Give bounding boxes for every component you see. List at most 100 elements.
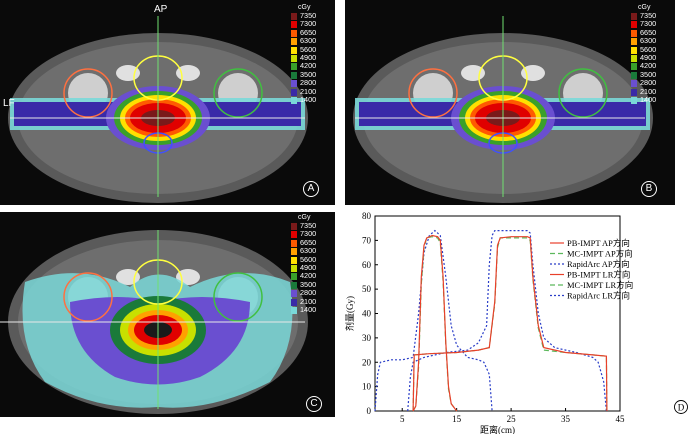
y-tick-label: 20: [362, 357, 372, 367]
dose-map-panel-b: cGy 7350 7300 6650 6300 5600 4900 4200 3500 2800…: [345, 0, 675, 205]
colorbar-value: 4200: [640, 61, 657, 71]
colorbar-value: 1400: [300, 94, 317, 104]
colorbar-entry: 2800: [291, 288, 316, 298]
colorbar-swatch: [291, 63, 297, 71]
colorbar-entry: 1400: [291, 94, 317, 104]
colorbar-swatch: [631, 38, 637, 46]
legend-label: MC-IMPT AP方向: [567, 249, 633, 259]
colorbar-unit: cGy: [298, 214, 311, 221]
colorbar-swatch: [291, 13, 297, 20]
colorbar-value: 7350: [640, 11, 657, 20]
colorbar-value: 5600: [300, 254, 317, 264]
colorbar-value: 2100: [640, 86, 657, 96]
colorbar-swatch: [291, 273, 297, 281]
colorbar-entry: 3500: [631, 69, 657, 79]
colorbar-swatch: [291, 54, 297, 62]
legend-label: PB-IMPT AP方向: [567, 238, 630, 248]
colorbar-swatch: [291, 38, 297, 46]
lf-axis-label: LF: [3, 98, 15, 109]
colorbar-legend: 7350 7300 6650 6300 5600 4900 4200 3500 2800 2100…: [631, 11, 657, 104]
colorbar-value: 4200: [300, 271, 317, 281]
colorbar-entry: 5600: [291, 254, 317, 264]
colorbar-value: 6300: [300, 246, 317, 256]
colorbar-swatch: [291, 88, 297, 96]
colorbar-swatch: [291, 239, 297, 247]
colorbar-entry: 4200: [631, 61, 657, 71]
colorbar-swatch: [291, 256, 297, 264]
colorbar-swatch: [291, 231, 297, 239]
colorbar-swatch: [631, 13, 637, 20]
series-line-3: [412, 236, 608, 412]
colorbar-entry: 2100: [291, 296, 317, 306]
series-line-0: [412, 234, 458, 412]
colorbar-value: 1400: [300, 304, 317, 314]
colorbar-value: 7350: [300, 221, 317, 230]
x-tick-label: 5: [400, 414, 405, 424]
colorbar-entry: 3500: [291, 279, 317, 289]
panel-letter-d-circle: [674, 400, 688, 414]
colorbar-value: 7350: [300, 11, 317, 20]
colorbar-value: 4900: [300, 262, 317, 272]
colorbar-value: 4900: [640, 52, 657, 62]
colorbar-entry: 4900: [291, 262, 317, 272]
colorbar-value: 6650: [640, 27, 657, 37]
colorbar-swatch: [291, 306, 297, 314]
colorbar-value: 3500: [300, 279, 317, 289]
legend-label: RapidArc LR方向: [567, 291, 630, 301]
colorbar-entry: 2100: [291, 86, 317, 96]
colorbar-value: 4900: [300, 52, 317, 62]
dose-map-panel-a: AP LF cGy 7350 7300 6650 6300 5600 4900 4200 35…: [0, 0, 335, 205]
colorbar-entry: 4200: [291, 61, 317, 71]
colorbar-value: 2100: [300, 86, 317, 96]
colorbar-entry: 7300: [291, 20, 316, 29]
colorbar-unit: cGy: [298, 4, 311, 11]
colorbar-value: 3500: [640, 69, 657, 79]
panel-letter-d: D: [678, 403, 685, 413]
colorbar-entry: 1400: [631, 94, 657, 104]
colorbar-entry: 6300: [291, 36, 316, 46]
ct-dose-image-a: [0, 0, 335, 205]
colorbar-legend: 7350 7300 6650 6300 5600 4900 4200 3500 2800 2100…: [291, 11, 317, 104]
dose-map-panel-c: cGy 7350 7300 6650 6300 5600 4900 4200 3500 2800…: [0, 212, 335, 417]
colorbar-value: 2100: [300, 296, 317, 306]
legend-label: PB-IMPT LR方向: [567, 270, 630, 280]
femur-left-contour: [63, 272, 113, 322]
colorbar-value: 6650: [300, 237, 317, 247]
colorbar-value: 4200: [300, 61, 317, 71]
colorbar-swatch: [631, 54, 637, 62]
y-tick-label: 60: [362, 260, 372, 270]
y-tick-label: 0: [367, 406, 372, 416]
colorbar-swatch: [291, 281, 297, 289]
colorbar-swatch: [291, 21, 297, 29]
colorbar-entry: 7350: [631, 11, 657, 20]
colorbar-entry: 7300: [291, 230, 316, 239]
femur-left-contour: [63, 68, 113, 118]
colorbar-swatch: [291, 71, 297, 79]
colorbar-swatch: [291, 46, 297, 54]
x-axis-label: 距离(cm): [480, 424, 515, 434]
colorbar-entry: 7350: [291, 11, 317, 20]
colorbar-entry: 6650: [291, 28, 316, 37]
y-tick-label: 40: [362, 309, 372, 319]
colorbar-entry: 2800: [291, 78, 316, 88]
colorbar-value: 7300: [640, 19, 657, 29]
colorbar-swatch: [291, 298, 297, 306]
y-tick-label: 70: [362, 235, 372, 245]
x-tick-label: 35: [561, 414, 571, 424]
y-tick-label: 50: [362, 284, 372, 294]
colorbar-entry: 7300: [631, 19, 657, 29]
dose-profile-chart: 0 10 20 30 40 50 60 70 80 5 15 25 35 45 距离(cm) 剂量(Gy) PB…: [345, 212, 688, 434]
panel-letter-a: A: [303, 181, 319, 197]
y-tick-label: 10: [362, 382, 372, 392]
colorbar-swatch: [631, 71, 637, 79]
colorbar-value: 6300: [640, 36, 657, 46]
panel-letter-b: B: [641, 181, 657, 197]
colorbar-swatch: [291, 80, 297, 88]
colorbar-swatch: [631, 88, 637, 96]
colorbar-entry: 4200: [291, 271, 317, 281]
colorbar-value: 1400: [640, 94, 657, 104]
colorbar-entry: 6650: [631, 27, 657, 37]
colorbar-value: 5600: [640, 44, 657, 54]
colorbar-entry: 5600: [631, 44, 657, 54]
femur-left-contour: [408, 68, 458, 118]
